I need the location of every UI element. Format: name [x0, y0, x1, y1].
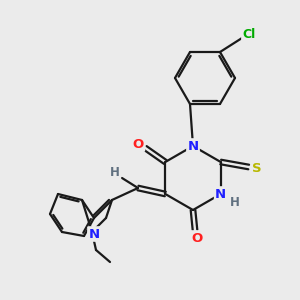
Text: N: N	[215, 188, 226, 200]
Text: H: H	[110, 166, 120, 178]
Text: S: S	[252, 163, 262, 176]
Text: O: O	[191, 232, 203, 244]
Text: N: N	[88, 227, 100, 241]
Text: N: N	[188, 140, 199, 152]
Text: O: O	[133, 137, 144, 151]
Text: H: H	[230, 196, 240, 208]
Text: Cl: Cl	[242, 28, 256, 40]
